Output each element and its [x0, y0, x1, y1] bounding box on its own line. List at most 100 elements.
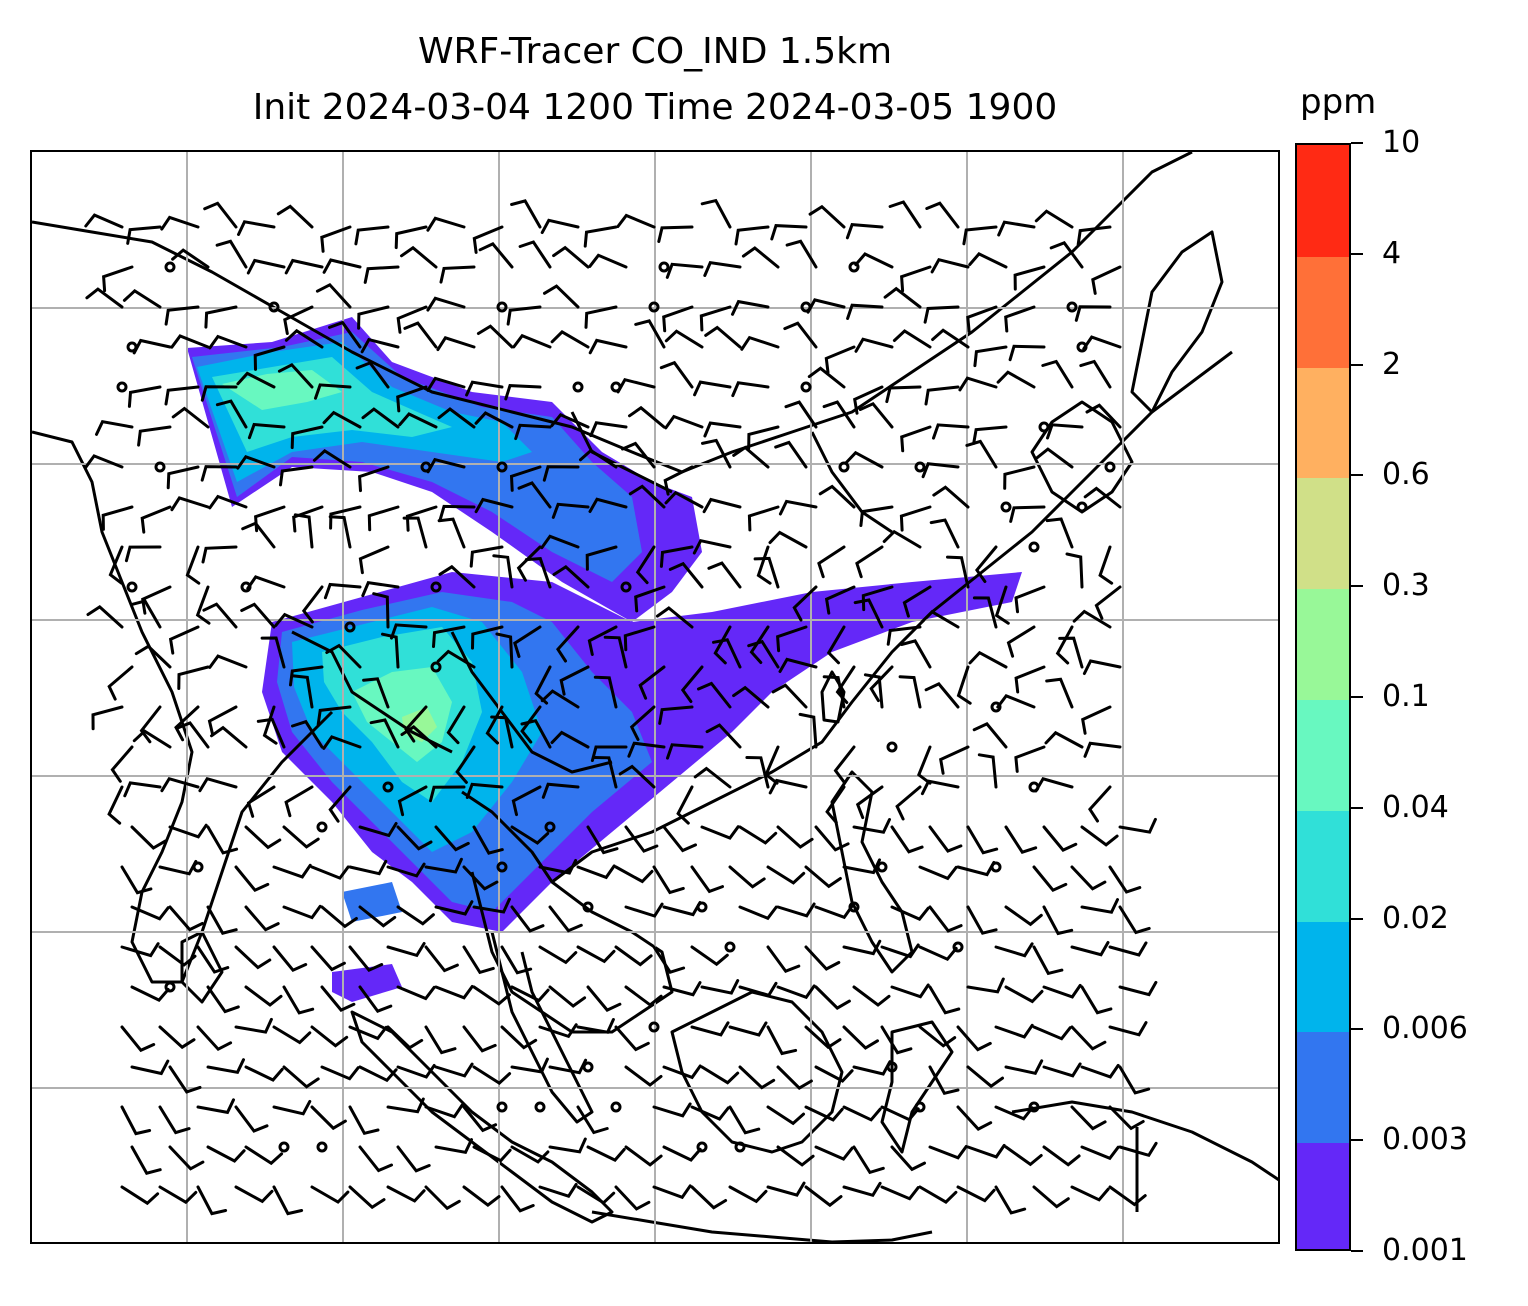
wind-barb — [880, 943, 920, 959]
wind-barb — [925, 201, 960, 229]
wind-barb — [394, 225, 428, 250]
calm-wind-marker — [582, 1061, 594, 1073]
calm-wind-marker — [696, 901, 708, 913]
wind-barb — [972, 425, 1008, 445]
calm-wind-marker — [648, 1021, 660, 1033]
wind-barb — [994, 1023, 1034, 1039]
wind-barb — [538, 1023, 578, 1039]
wind-barb — [662, 305, 694, 333]
wind-barb — [504, 384, 542, 401]
wind-barb — [472, 985, 511, 1006]
wind-barb — [1055, 625, 1074, 665]
wind-barb — [432, 625, 466, 648]
wind-barb — [776, 825, 814, 849]
wind-barb — [202, 602, 238, 629]
wind-barb — [272, 1185, 304, 1216]
wind-barb — [652, 1102, 692, 1118]
calm-wind-marker — [724, 941, 736, 953]
wind-barb — [1041, 359, 1074, 389]
wind-barb — [842, 939, 882, 956]
wind-barb — [1080, 898, 1119, 914]
wind-barb — [880, 1105, 920, 1122]
wind-barb — [690, 1105, 730, 1121]
calm-wind-marker — [696, 1141, 708, 1153]
calm-wind-marker — [344, 621, 356, 633]
wind-barb — [584, 305, 618, 329]
wind-barb — [624, 985, 663, 1007]
wind-barb — [700, 198, 732, 229]
wind-barb — [200, 385, 238, 402]
wind-barb — [195, 585, 211, 625]
wind-barb — [824, 585, 856, 615]
colorbar-segment — [1297, 809, 1349, 922]
wind-barb — [196, 945, 230, 974]
colorbar-tick-label: 10 — [1382, 125, 1421, 160]
wind-barb — [358, 1145, 393, 1173]
colorbar-segment — [1297, 699, 1349, 811]
wind-barb — [966, 905, 998, 935]
wind-barb — [361, 581, 400, 598]
wind-barb — [676, 785, 694, 825]
wind-barb — [208, 494, 248, 510]
calm-wind-marker — [268, 301, 280, 313]
wind-barb — [804, 1105, 844, 1122]
wind-barb — [462, 1105, 498, 1133]
wind-barb — [1004, 825, 1038, 854]
wind-barb — [201, 545, 238, 564]
wind-barb — [514, 423, 552, 441]
wind-barb — [738, 905, 778, 921]
wind-barb — [320, 985, 356, 1012]
wind-barb — [1082, 659, 1122, 675]
wind-barb — [552, 565, 590, 589]
wind-barb — [439, 265, 476, 284]
calm-wind-marker — [544, 821, 556, 833]
coastline-malay-peninsula — [490, 931, 594, 1124]
wind-barb — [206, 985, 240, 1014]
wind-barb — [861, 585, 894, 612]
wind-barb — [386, 1025, 424, 1050]
wind-barb — [424, 857, 463, 874]
wind-barb — [918, 865, 958, 881]
wind-barb — [170, 496, 210, 512]
wind-barb — [1070, 941, 1110, 957]
wind-barb — [920, 609, 960, 629]
wind-barb — [918, 945, 958, 962]
wind-barb — [932, 423, 970, 440]
wind-barb — [583, 225, 618, 248]
wind-barb — [348, 1185, 386, 1210]
wind-barb — [576, 1185, 616, 1205]
wind-barb — [638, 665, 666, 700]
wind-barb — [234, 865, 270, 893]
wind-barb — [886, 625, 922, 646]
wind-barb — [900, 425, 932, 453]
calm-wind-marker — [620, 581, 632, 593]
wind-barb — [972, 596, 998, 629]
wind-barb — [542, 465, 580, 482]
wind-barb — [996, 370, 1036, 389]
wind-barb — [403, 321, 438, 349]
wind-barb — [328, 515, 352, 549]
coastline-india — [32, 430, 334, 984]
wind-barb — [665, 262, 704, 279]
wind-barb — [804, 865, 842, 889]
wind-barb — [206, 1058, 245, 1074]
colorbar-tick-label: 0.02 — [1382, 900, 1449, 936]
wind-barb — [700, 1065, 740, 1085]
wind-barb — [84, 454, 124, 469]
southern-plume-0.1 — [402, 707, 437, 742]
coastline-sumatra — [350, 1010, 614, 1224]
wind-barb — [510, 1145, 550, 1164]
colorbar-tick-label: 4 — [1382, 235, 1402, 271]
colorbar-segment — [1297, 255, 1349, 368]
wind-barb — [446, 705, 466, 745]
wind-barb — [1080, 985, 1113, 1015]
wind-barb — [284, 785, 314, 818]
wind-barb — [462, 865, 499, 891]
wind-barb — [966, 1143, 1006, 1159]
wind-barb — [885, 385, 922, 404]
wind-barb — [853, 385, 884, 415]
wind-barb — [628, 484, 666, 509]
wind-barb — [234, 1185, 274, 1204]
wind-barb — [520, 718, 552, 749]
wind-barb — [749, 625, 770, 664]
